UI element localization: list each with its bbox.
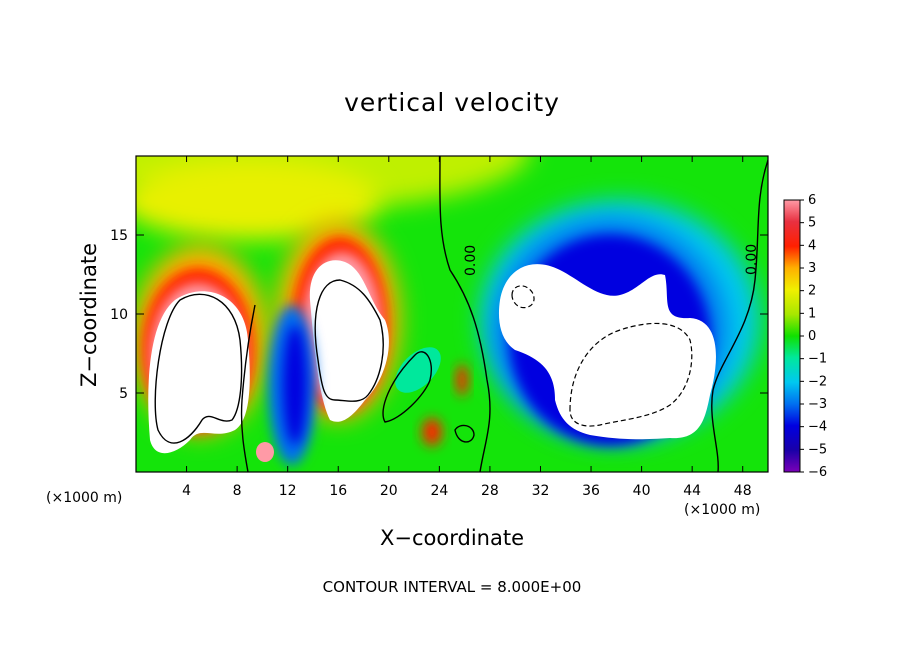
y-axis-label: Z−coordinate [77, 243, 101, 387]
contour-label: 0.00 [463, 245, 479, 276]
contour-labels: 0.00 0.00 [463, 244, 760, 276]
x-tick-label: 4 [182, 483, 191, 499]
dashed-contour-small [511, 285, 535, 309]
feature-small-red-2 [456, 364, 468, 396]
x-unit-left: (×1000 m) [46, 490, 123, 506]
heatmap-field [136, 156, 768, 472]
colorbar-label: −2 [808, 374, 827, 389]
colorbar-label: 6 [808, 193, 816, 208]
x-unit-right: (×1000 m) [684, 502, 761, 518]
contour-small-east [454, 424, 475, 443]
contour-interval-note: CONTOUR INTERVAL = 8.000E+00 [322, 578, 582, 596]
updraft-west-core [148, 291, 250, 454]
colorbar-label: 3 [808, 261, 816, 276]
contour-small-cyan [382, 351, 432, 423]
x-tick-label: 16 [329, 483, 347, 499]
colorbar-label: −3 [808, 397, 827, 412]
colorbar-label: 2 [808, 284, 816, 299]
field-upper-yellow [136, 160, 380, 240]
colorbar-label: 4 [808, 238, 816, 253]
x-tick-label: 40 [633, 483, 651, 499]
feature-small-red [422, 418, 442, 446]
x-tick-label: 12 [279, 483, 297, 499]
x-tick-label: 48 [734, 483, 752, 499]
colorbar-ticks: 6 5 4 3 2 1 0 −1 −2 −3 −4 −5 −6 [800, 193, 827, 480]
colorbar-label: 0 [808, 329, 816, 344]
y-tick-label: 15 [110, 228, 128, 244]
zero-contour-west [439, 156, 491, 472]
colorbar-bar [783, 199, 801, 473]
zero-contour-east [711, 159, 768, 472]
contour-central-core [314, 279, 384, 402]
colorbar-label: −6 [808, 465, 827, 480]
x-axis-label: X−coordinate [380, 526, 524, 550]
downdraft-narrow-core [283, 325, 307, 445]
y-axis-ticks: 5 10 15 [110, 228, 768, 402]
x-tick-label: 44 [683, 483, 701, 499]
x-tick-label: 8 [233, 483, 242, 499]
colorbar: 6 5 4 3 2 1 0 −1 −2 −3 −4 −5 −6 [783, 193, 827, 480]
x-tick-label: 20 [380, 483, 398, 499]
x-axis-ticks: 4 8 12 16 20 24 28 32 36 40 44 48 [182, 156, 752, 499]
dashed-contour-main [569, 322, 693, 427]
y-tick-label: 10 [110, 307, 128, 323]
dashed-contours [511, 285, 693, 427]
contour-left-arc [240, 304, 256, 472]
colorbar-label: −1 [808, 352, 827, 367]
x-tick-label: 28 [481, 483, 499, 499]
colorbar-label: −4 [808, 420, 827, 435]
colorbar-label: −5 [808, 442, 827, 457]
contour-label: 0.00 [744, 244, 760, 275]
x-tick-label: 24 [430, 483, 448, 499]
chart-title: vertical velocity [344, 88, 560, 117]
x-tick-label: 36 [582, 483, 600, 499]
contour-lines [154, 156, 768, 472]
y-tick-label: 5 [119, 386, 128, 402]
downdraft-east-core [498, 264, 716, 440]
feature-small-pink [256, 442, 274, 462]
x-tick-label: 32 [532, 483, 550, 499]
colorbar-label: 1 [808, 306, 816, 321]
contour-west-core [154, 293, 243, 444]
colorbar-label: 5 [808, 216, 816, 231]
